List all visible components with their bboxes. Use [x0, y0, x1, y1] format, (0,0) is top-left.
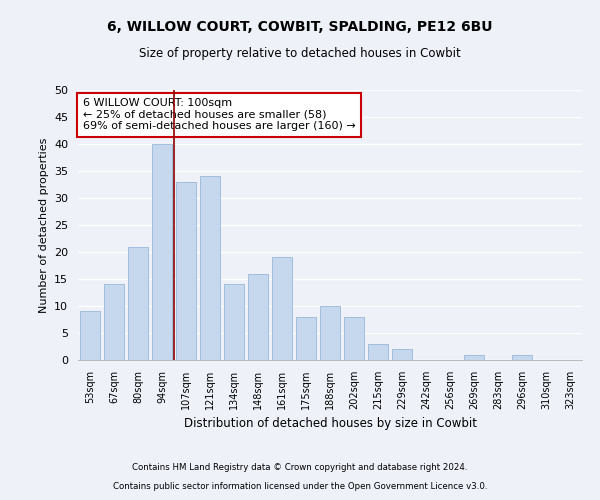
Bar — [368, 344, 388, 360]
Bar — [104, 284, 124, 360]
Bar — [152, 144, 172, 360]
Bar — [296, 317, 316, 360]
Text: 6, WILLOW COURT, COWBIT, SPALDING, PE12 6BU: 6, WILLOW COURT, COWBIT, SPALDING, PE12 … — [107, 20, 493, 34]
Text: Size of property relative to detached houses in Cowbit: Size of property relative to detached ho… — [139, 48, 461, 60]
Bar — [176, 182, 196, 360]
Text: 6 WILLOW COURT: 100sqm
← 25% of detached houses are smaller (58)
69% of semi-det: 6 WILLOW COURT: 100sqm ← 25% of detached… — [83, 98, 356, 132]
Bar — [248, 274, 268, 360]
Bar — [512, 354, 532, 360]
Bar — [320, 306, 340, 360]
Bar — [344, 317, 364, 360]
Bar — [200, 176, 220, 360]
Text: Contains public sector information licensed under the Open Government Licence v3: Contains public sector information licen… — [113, 482, 487, 491]
Bar — [392, 349, 412, 360]
Bar — [128, 246, 148, 360]
Bar — [224, 284, 244, 360]
Bar — [464, 354, 484, 360]
Bar — [272, 258, 292, 360]
Y-axis label: Number of detached properties: Number of detached properties — [38, 138, 49, 312]
Bar — [80, 312, 100, 360]
X-axis label: Distribution of detached houses by size in Cowbit: Distribution of detached houses by size … — [184, 418, 476, 430]
Text: Contains HM Land Registry data © Crown copyright and database right 2024.: Contains HM Land Registry data © Crown c… — [132, 464, 468, 472]
